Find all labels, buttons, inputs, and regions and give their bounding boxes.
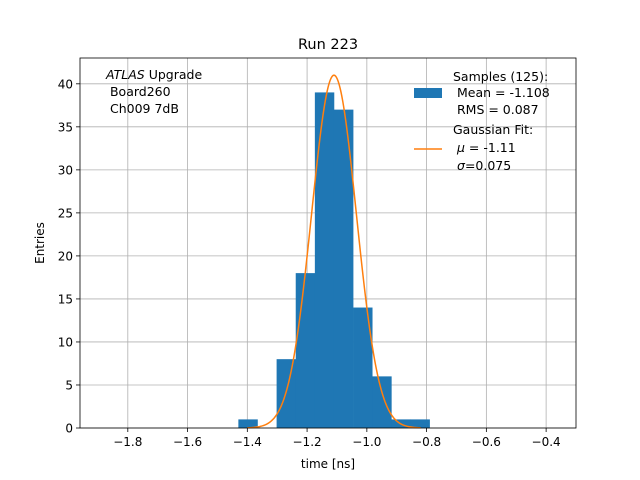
histogram-bars [238,92,430,429]
legend-hist-rms: RMS = 0.087 [453,102,539,117]
annotation-channel: Ch009 7dB [106,101,179,116]
x-tick-label: −1.4 [233,435,262,449]
histogram-bar [238,419,258,428]
y-tick-label: 35 [58,120,73,134]
y-tick-label: 20 [58,249,73,263]
plot-frame [79,57,577,429]
annotation-line-1: ATLAS Upgrade [105,67,202,82]
legend-fit-mu: μ = -1.11 [456,140,516,155]
atlas-annotation: ATLAS Upgrade Board260 Ch009 7dB [105,67,202,116]
y-tick-label: 30 [58,163,73,177]
histogram-bar [314,92,335,428]
mu-symbol: μ [456,140,465,155]
x-tick-label: −0.4 [532,435,561,449]
mu-value: = -1.11 [465,140,516,155]
x-tick-label: −1.2 [293,435,322,449]
y-tick-label: 40 [58,77,73,91]
upgrade-label: Upgrade [145,67,203,82]
legend-hist-mean: Mean = -1.108 [453,85,550,100]
y-tick-label: 5 [65,378,73,392]
x-tick-label: −1.8 [113,435,142,449]
histogram-bar [410,419,430,428]
histogram-bar [353,307,373,428]
legend-fit-line-1: Gaussian Fit: [453,122,533,137]
x-tick-label: −1.6 [173,435,202,449]
sigma-symbol: σ [457,158,466,173]
x-tick-label: −1.0 [352,435,381,449]
y-axis-ticks: 0 5 10 15 20 25 30 35 40 [58,77,80,436]
x-axis-ticks: −1.8 −1.6 −1.4 −1.2 −1.0 −0.8 −0.6 −0.4 [113,428,561,449]
gaussian-fit-curve [247,74,421,429]
legend-fit-sigma: σ=0.075 [457,158,511,173]
legend-hist-line-1: Samples (125): [453,69,548,84]
chart-title: Run 223 [298,37,358,53]
legend: Samples (125): Mean = -1.108 RMS = 0.087… [414,69,550,173]
sigma-value: =0.075 [465,158,511,173]
y-axis-label: Entries [33,222,47,264]
annotation-board: Board260 [106,84,171,99]
y-tick-label: 0 [65,422,73,436]
x-axis-label: time [ns] [301,457,355,471]
x-tick-label: −0.6 [472,435,501,449]
y-tick-label: 10 [58,335,73,349]
x-tick-label: −0.8 [412,435,441,449]
y-tick-label: 25 [58,206,73,220]
atlas-label: ATLAS [105,67,145,82]
y-tick-label: 15 [58,292,73,306]
histogram-bar [372,376,392,428]
histogram-bar [295,273,316,428]
legend-hist-swatch [414,88,442,98]
histogram-bar [333,109,354,429]
